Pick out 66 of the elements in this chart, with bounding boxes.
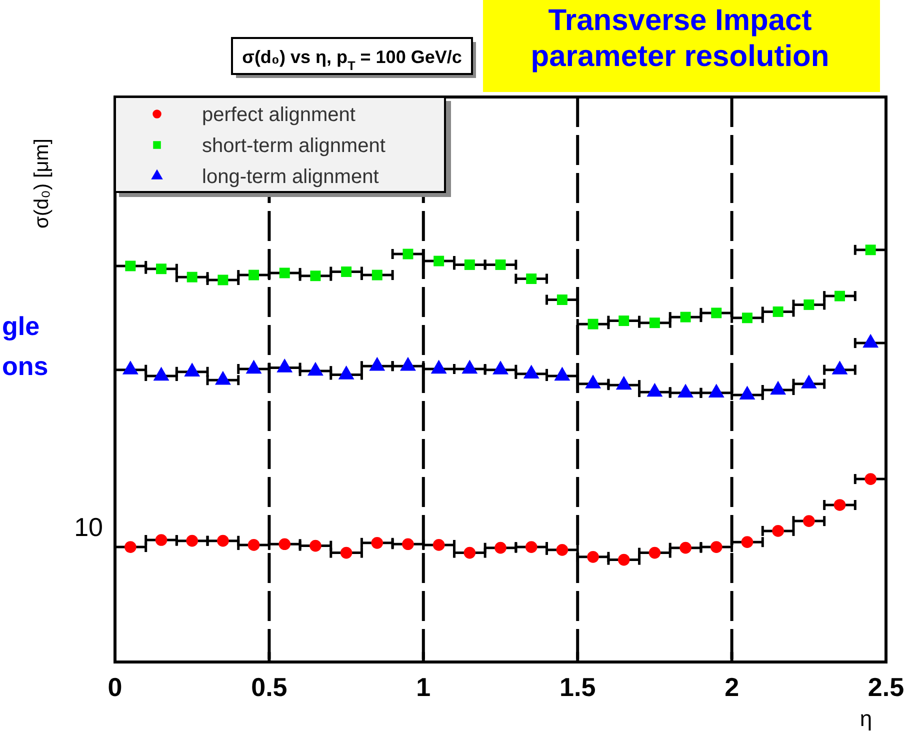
point xyxy=(341,266,352,277)
chart-subtitle: Transverse Impact parameter resolution xyxy=(530,4,830,73)
point xyxy=(711,308,722,318)
point xyxy=(340,546,352,559)
point xyxy=(680,542,692,554)
point xyxy=(372,270,382,280)
point xyxy=(649,318,660,328)
point xyxy=(864,473,876,485)
point xyxy=(618,554,630,566)
point xyxy=(434,256,444,266)
x-tick-label: 2.5 xyxy=(868,672,904,702)
point xyxy=(742,312,752,324)
point xyxy=(156,264,167,274)
chart-title: σ(d₀) vs η, p$_{T}$ = 100 GeV/c xyxy=(242,47,462,73)
point xyxy=(834,290,845,302)
point xyxy=(124,541,136,553)
point xyxy=(248,539,260,551)
y-axis-title: σ(d₀) [μm] xyxy=(31,138,53,228)
x-tick-label: 0 xyxy=(108,672,122,702)
legend-label: short-term alignment xyxy=(202,135,386,157)
point xyxy=(525,541,538,553)
point xyxy=(218,274,228,286)
x-axis-title: η xyxy=(860,706,872,731)
point xyxy=(648,546,661,559)
point xyxy=(772,525,784,537)
point xyxy=(526,273,537,284)
point xyxy=(402,538,414,550)
point xyxy=(741,536,754,548)
point xyxy=(802,515,815,527)
x-tick-label: 2 xyxy=(724,672,740,702)
legend-label: perfect alignment xyxy=(202,104,356,126)
text: ons xyxy=(2,351,48,381)
point xyxy=(186,534,198,547)
point xyxy=(278,538,291,550)
point xyxy=(248,270,260,280)
point xyxy=(834,499,846,511)
point xyxy=(680,312,691,322)
point xyxy=(402,248,414,260)
point xyxy=(556,294,568,305)
x-tick-label: 0.5 xyxy=(251,672,288,702)
point xyxy=(556,544,568,556)
point xyxy=(804,299,814,310)
x-tick-label: 1.5 xyxy=(560,672,596,702)
text: 10 xyxy=(74,512,103,542)
point xyxy=(279,268,290,278)
point xyxy=(587,551,599,563)
point xyxy=(865,244,876,256)
point xyxy=(495,259,506,270)
x-tick-label: 1 xyxy=(416,672,431,702)
point xyxy=(125,260,136,272)
point xyxy=(464,546,476,559)
point xyxy=(464,259,475,270)
point xyxy=(710,541,722,553)
point xyxy=(310,270,321,282)
point xyxy=(186,272,198,282)
point xyxy=(371,536,384,549)
point xyxy=(772,306,784,317)
point xyxy=(155,534,168,546)
point xyxy=(494,542,506,554)
point xyxy=(588,318,598,330)
text: gle xyxy=(2,311,40,341)
point xyxy=(310,540,322,552)
point xyxy=(432,539,445,551)
point xyxy=(217,534,229,547)
legend-label: long-term alignment xyxy=(202,166,380,188)
point xyxy=(618,316,630,326)
